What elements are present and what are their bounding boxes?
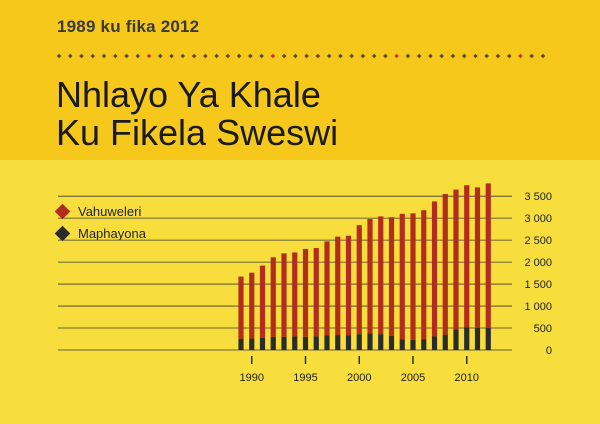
bar-maphayona [474,328,481,350]
divider-dot [101,53,107,59]
divider-dot [90,53,96,59]
divider-dot [484,53,489,59]
divider-dot [506,53,512,59]
bar-maphayona [345,335,352,350]
bar-maphayona [464,327,470,350]
bar-vahuweleri [281,253,287,337]
bar-vahuweleri [238,276,244,340]
bar-maphayona [292,336,298,350]
bar-maphayona [302,336,309,350]
divider-dot [214,53,219,59]
x-tick-label: 2000 [347,372,371,384]
divider-dot [113,53,118,59]
divider-dot [439,53,444,59]
title-line-1: Nhlayo Ya Khale [56,74,321,115]
bar-maphayona [335,335,341,350]
bar-vahuweleri [249,272,255,339]
bar-maphayona [442,334,448,350]
y-tick-label: 3 000 [524,213,552,225]
divider-dot [416,53,422,59]
bar-vahuweleri [431,201,438,337]
bar-vahuweleri [367,219,373,334]
bar-vahuweleri [474,187,481,329]
bar-vahuweleri [292,252,298,337]
header-band [0,0,600,160]
bar-vahuweleri [345,235,352,336]
y-tick-label: 0 [546,345,552,357]
bar-maphayona [388,335,395,350]
bar-vahuweleri [421,210,427,340]
page-title: Nhlayo Ya Khale Ku Fikela Sweswi [56,76,338,152]
dotted-divider [57,53,545,59]
x-tick-label: 1995 [293,372,317,384]
y-tick-label: 1 000 [524,301,552,313]
bar-vahuweleri [302,248,309,337]
divider-dot [236,53,242,59]
divider-dot [57,53,62,59]
y-tick-label: 3 500 [524,191,552,203]
y-tick-label: 2 500 [524,235,552,247]
bar-maphayona [453,329,459,350]
divider-accent-dot [394,53,399,59]
divider-dot [225,53,231,59]
bar-maphayona [270,336,276,350]
bar-maphayona [238,339,244,350]
bar-maphayona [431,336,438,350]
bar-vahuweleri [464,185,470,328]
bar-vahuweleri [485,183,491,329]
divider-dot [67,53,73,59]
bar-vahuweleri [356,225,362,335]
bar-vahuweleri [313,248,319,337]
bar-maphayona [356,334,362,350]
bar-vahuweleri [442,193,448,335]
bar-vahuweleri [453,189,459,330]
bar-maphayona [324,335,330,350]
bar-maphayona [259,337,266,350]
x-tick-label: 2010 [455,372,479,384]
bar-vahuweleri [378,216,384,335]
y-tick-label: 2 000 [524,257,552,269]
chart-legend: Vahuweleri Maphayona [54,200,146,244]
divider-accent-dot [270,53,276,59]
legend-item-vahuweleri: Vahuweleri [54,200,146,222]
divider-dot [371,53,377,59]
legend-item-maphayona: Maphayona [54,222,146,244]
bar-maphayona [399,339,405,350]
bar-vahuweleri [335,236,341,336]
bar-maphayona [313,336,319,350]
bar-maphayona [281,336,287,350]
divider-dot [191,53,197,59]
divider-dot [124,53,129,59]
bar-vahuweleri [399,213,405,340]
divider-dot [293,53,298,59]
divider-dot [540,53,545,59]
bar-maphayona [410,339,416,350]
legend-label-maphayona: Maphayona [78,225,146,241]
bar-vahuweleri [388,217,395,336]
chart-band [0,160,600,424]
x-tick-label: 1990 [240,372,264,384]
y-tick-label: 1 500 [524,279,552,291]
y-tick-label: 500 [534,323,552,335]
bar-vahuweleri [410,213,416,340]
bar-vahuweleri [259,265,266,338]
bar-maphayona [485,328,491,350]
bar-vahuweleri [270,257,276,337]
date-range-label: 1989 ku fika 2012 [57,17,200,36]
bar-maphayona [421,339,427,350]
legend-label-vahuweleri: Vahuweleri [78,203,142,219]
bar-maphayona [249,338,255,350]
divider-dot [304,53,309,59]
title-line-2: Ku Fikela Sweswi [56,112,339,153]
bar-maphayona [367,333,373,350]
divider-dot [461,53,467,59]
bar-maphayona [378,334,384,350]
x-tick-label: 2005 [401,372,425,384]
divider-dot [203,53,208,59]
bar-vahuweleri [324,241,330,336]
divider-dot [248,53,253,59]
